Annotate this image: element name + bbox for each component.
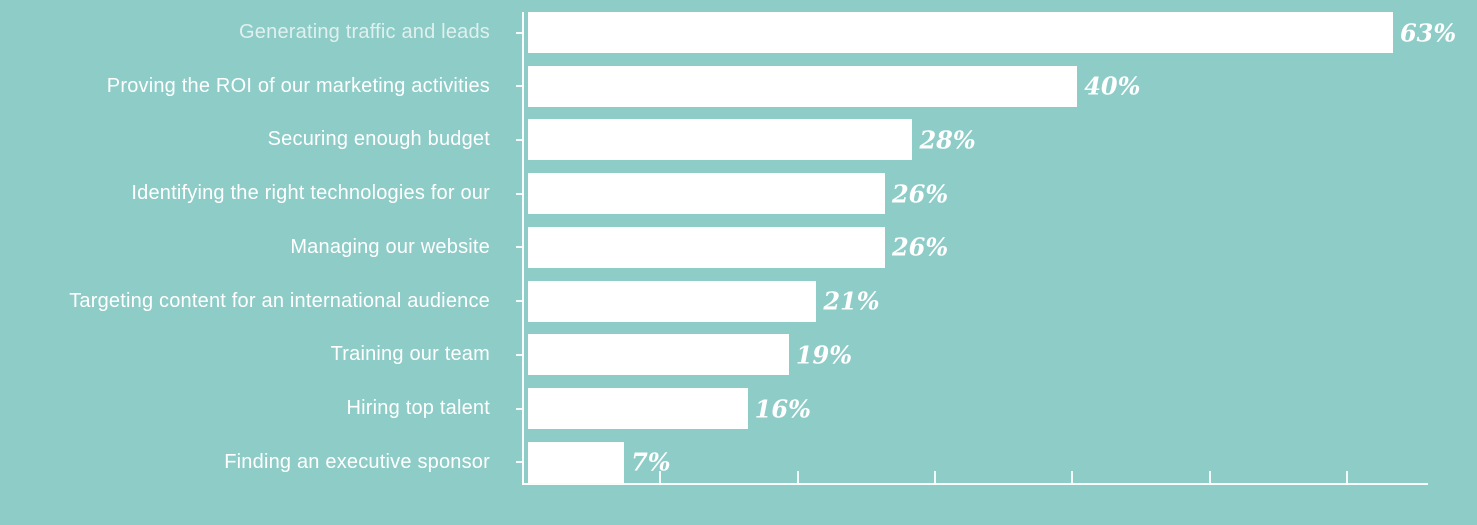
chart-row: Targeting content for an international a… [0, 280, 1477, 322]
x-axis-tick [1208, 471, 1211, 483]
x-axis-tick [1345, 471, 1348, 483]
value-label: 26% [891, 232, 949, 262]
y-axis-tick [516, 461, 522, 464]
chart-row: Generating traffic and leads 63% [0, 12, 1477, 53]
category-label: Targeting content for an international a… [69, 289, 490, 312]
bar [528, 441, 625, 483]
category-label: Securing enough budget [267, 128, 490, 151]
y-axis-tick [516, 353, 522, 356]
chart-row: Managing our website 26% [0, 226, 1477, 268]
category-label: Finding an executive sponsor [224, 450, 490, 473]
x-axis-tick [796, 471, 799, 483]
bar [528, 280, 817, 322]
y-axis-line [522, 12, 524, 485]
bar [528, 226, 885, 268]
chart-row: Securing enough budget 28% [0, 119, 1477, 161]
chart-row: Hiring top talent 16% [0, 388, 1477, 430]
value-label: 63% [1399, 18, 1457, 47]
chart-row: Training our team 19% [0, 334, 1477, 376]
category-label: Proving the ROI of our marketing activit… [106, 74, 490, 97]
x-axis-line [522, 483, 1428, 485]
bar [528, 173, 885, 215]
chart-row: Finding an executive sponsor 7% [0, 441, 1477, 483]
y-axis-tick [516, 192, 522, 195]
chart-row: Identifying the right technologies for o… [0, 173, 1477, 215]
category-label: Identifying the right technologies for o… [131, 182, 490, 205]
chart-row: Proving the ROI of our marketing activit… [0, 65, 1477, 107]
bar [528, 334, 789, 376]
category-label: Managing our website [290, 235, 490, 258]
bar [528, 119, 913, 161]
value-label: 16% [754, 394, 811, 424]
y-axis-tick [516, 31, 522, 34]
y-axis-tick [516, 407, 522, 410]
value-label: 26% [891, 179, 949, 209]
y-axis-tick [516, 85, 522, 88]
y-axis-tick [516, 300, 522, 303]
value-label: 21% [823, 286, 880, 316]
bar [528, 65, 1078, 107]
x-axis-tick [1071, 471, 1074, 483]
y-axis-tick [516, 246, 522, 249]
x-axis-tick [933, 471, 936, 483]
bar [528, 12, 1393, 53]
x-axis-tick [659, 471, 662, 483]
value-label: 40% [1084, 71, 1141, 101]
category-label: Training our team [330, 343, 490, 366]
value-label: 19% [795, 340, 853, 370]
value-label: 28% [919, 125, 976, 155]
y-axis-tick [516, 138, 522, 141]
category-label: Generating traffic and leads [239, 21, 490, 43]
category-label: Hiring top talent [346, 397, 490, 420]
value-label: 7% [631, 447, 671, 477]
bar [528, 388, 748, 430]
